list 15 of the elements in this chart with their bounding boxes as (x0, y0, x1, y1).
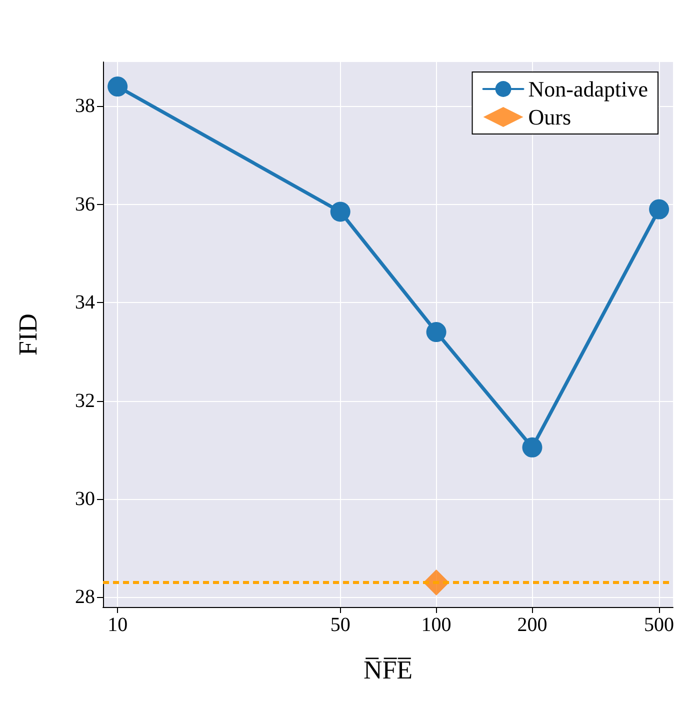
legend-label: Non-adaptive (528, 76, 648, 102)
y-tick-label: 38 (75, 95, 95, 118)
y-tick-label: 28 (75, 586, 95, 608)
x-axis-title: N̅F̅E̅ (363, 656, 413, 684)
x-tick-label: 200 (517, 614, 548, 636)
x-tick-label: 10 (108, 614, 128, 636)
y-tick-label: 32 (75, 390, 95, 412)
x-tick-label: 500 (644, 614, 674, 636)
y-tick-label: 36 (75, 193, 95, 216)
y-tick-label: 30 (75, 488, 95, 510)
x-tick-label: 50 (330, 614, 350, 636)
y-tick-label: 34 (75, 292, 95, 314)
legend-label: Ours (528, 104, 572, 130)
y-axis-title: FID (14, 314, 42, 356)
x-tick-label: 100 (421, 614, 452, 636)
